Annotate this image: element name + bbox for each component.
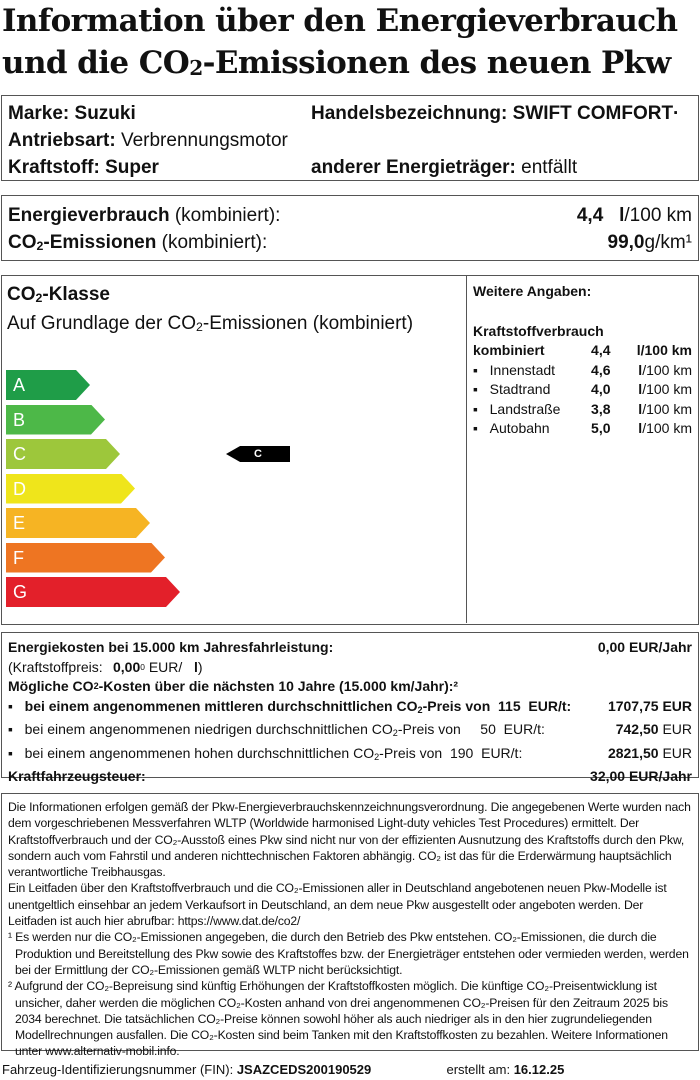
vehicle-info-box: Marke: Suzuki Handelsbezeichnung: SWIFT … (1, 95, 699, 181)
class-bar-f: F (6, 542, 165, 573)
co2-cost-mid: ▪ bei einem angenommenen mittleren durch… (8, 697, 692, 715)
brand: Suzuki (74, 103, 136, 124)
fin: JSAZCEDS200190529 (236, 1062, 372, 1077)
created-date: 16.12.25 (513, 1062, 565, 1077)
fuel: Super (105, 157, 159, 178)
trade-name: SWIFT COMFORT· (512, 103, 680, 124)
co2-value: 99,0 (607, 232, 645, 253)
costs-box: Energiekosten bei 15.000 km Jahresfahrle… (1, 632, 699, 784)
class-bar-c: C (6, 439, 120, 469)
co2-cost-high: ▪ bei einem angenommenen hohen durchschn… (8, 744, 692, 762)
info-box: Die Informationen erfolgen gemäß der Pkw… (1, 793, 699, 1058)
class-bar-b: B (6, 404, 105, 435)
energy-value: 4,4 (576, 205, 604, 226)
class-bar-g: G (6, 577, 180, 607)
current-class-arrow: C (226, 446, 290, 462)
consumption-row: ▪ Innenstadt 4,6 l/100 km (473, 361, 692, 378)
consumption-box: Energieverbrauch (kombiniert): 4,4 l/100… (1, 195, 699, 261)
other-energy: entfällt (521, 157, 578, 178)
class-bar-e: E (6, 508, 150, 538)
consumption-row: ▪ Landstraße 3,8 l/100 km (473, 400, 692, 417)
further-info-panel: Weitere Angaben: Kraftstoffverbrauch kom… (466, 276, 698, 623)
co2-cost-low: ▪ bei einem angenommenen niedrigen durch… (8, 721, 692, 738)
class-bar-d: D (6, 473, 135, 504)
page-title: Information über den Energieverbrauch un… (2, 3, 678, 81)
drive-type: Verbrennungsmotor (120, 130, 288, 151)
consumption-row: ▪ Autobahn 5,0 l/100 km (473, 420, 692, 436)
class-bar-a: A (6, 370, 90, 400)
consumption-row: ▪ Stadtrand 4,0 l/100 km (473, 381, 692, 397)
co2-class-box: CO2-Klasse Auf Grundlage der CO2-Emissio… (1, 275, 699, 625)
footer: Fahrzeug-Identifizierungsnummer (FIN): J… (2, 1062, 565, 1077)
